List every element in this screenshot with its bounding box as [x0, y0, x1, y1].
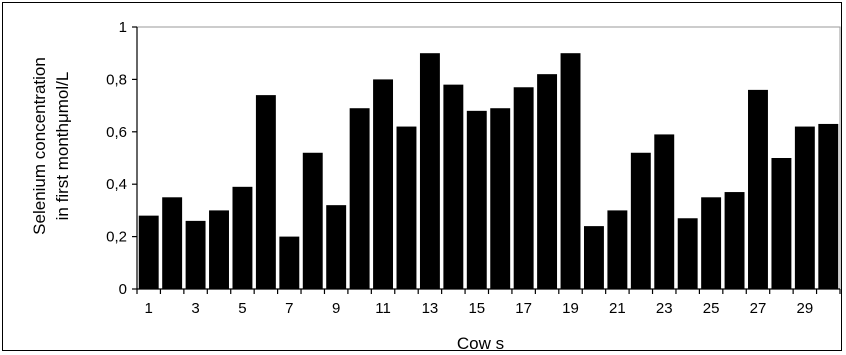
x-tick-label: 23 [656, 300, 673, 317]
bar-cow-10 [349, 108, 370, 289]
bar-cow-29 [794, 126, 815, 289]
bars-group [138, 53, 839, 290]
x-tick-label: 13 [422, 300, 439, 317]
bar-cow-28 [771, 158, 792, 289]
bar-cow-1 [138, 215, 159, 289]
bar-cow-7 [279, 236, 300, 289]
bar-cow-21 [607, 210, 628, 289]
bar-cow-11 [373, 79, 394, 290]
bar-cow-22 [630, 152, 651, 289]
bar-cow-13 [419, 53, 440, 290]
x-tick-label: 29 [797, 300, 814, 317]
x-tick-label: 1 [145, 300, 153, 317]
bar-cow-19 [560, 53, 581, 290]
y-axis-title-line-1: Selenium concentration [30, 57, 49, 235]
y-tick-label: 0,8 [106, 71, 127, 88]
x-tick-label: 7 [285, 300, 293, 317]
bar-cow-25 [701, 197, 722, 289]
x-tick-label: 11 [375, 300, 391, 317]
y-tick-label: 0,2 [106, 229, 127, 246]
chart-frame [2, 2, 842, 351]
x-tick-label: 21 [609, 300, 626, 317]
bar-cow-5 [232, 186, 253, 289]
x-tick-label: 3 [191, 300, 199, 317]
x-tick-label: 19 [562, 300, 579, 317]
x-tick-label: 5 [238, 300, 246, 317]
bar-cow-26 [724, 192, 745, 289]
bar-cow-18 [537, 74, 558, 289]
y-axis-title-line-2: in first monthμmol/L [53, 72, 72, 221]
y-tick-label: 0,6 [106, 124, 127, 141]
y-tick-label: 0,4 [106, 176, 127, 193]
bar-cow-2 [162, 197, 183, 289]
bar-cow-17 [513, 87, 534, 289]
x-tick-label: 17 [515, 300, 532, 317]
y-tick-label: 0 [119, 281, 127, 298]
bar-cow-24 [677, 218, 698, 289]
bar-cow-14 [443, 84, 464, 289]
bar-cow-12 [396, 126, 417, 289]
bar-cow-27 [748, 89, 768, 289]
bar-cow-9 [326, 205, 347, 289]
bar-cow-3 [185, 220, 206, 289]
x-axis: 1 3 5 7 9 11 13 15 17 19 21 23 25 27 29 [136, 288, 841, 317]
bar-cow-16 [490, 108, 511, 289]
x-tick-label: 15 [468, 300, 485, 317]
bar-cow-23 [654, 134, 675, 289]
bar-cow-6 [255, 95, 276, 290]
bar-cow-20 [583, 226, 604, 289]
x-axis-title: Cow s [457, 334, 504, 353]
bar-cow-4 [209, 210, 229, 289]
y-tick-label: 1 [119, 19, 127, 36]
bar-cow-15 [466, 110, 487, 289]
x-tick-label: 25 [703, 300, 720, 317]
x-tick-label: 9 [332, 300, 340, 317]
y-axis: 0 0,2 0,4 0,6 0,8 1 [106, 19, 138, 298]
x-tick-label: 27 [750, 300, 767, 317]
bar-cow-30 [818, 123, 839, 289]
bar-cow-8 [302, 152, 323, 289]
